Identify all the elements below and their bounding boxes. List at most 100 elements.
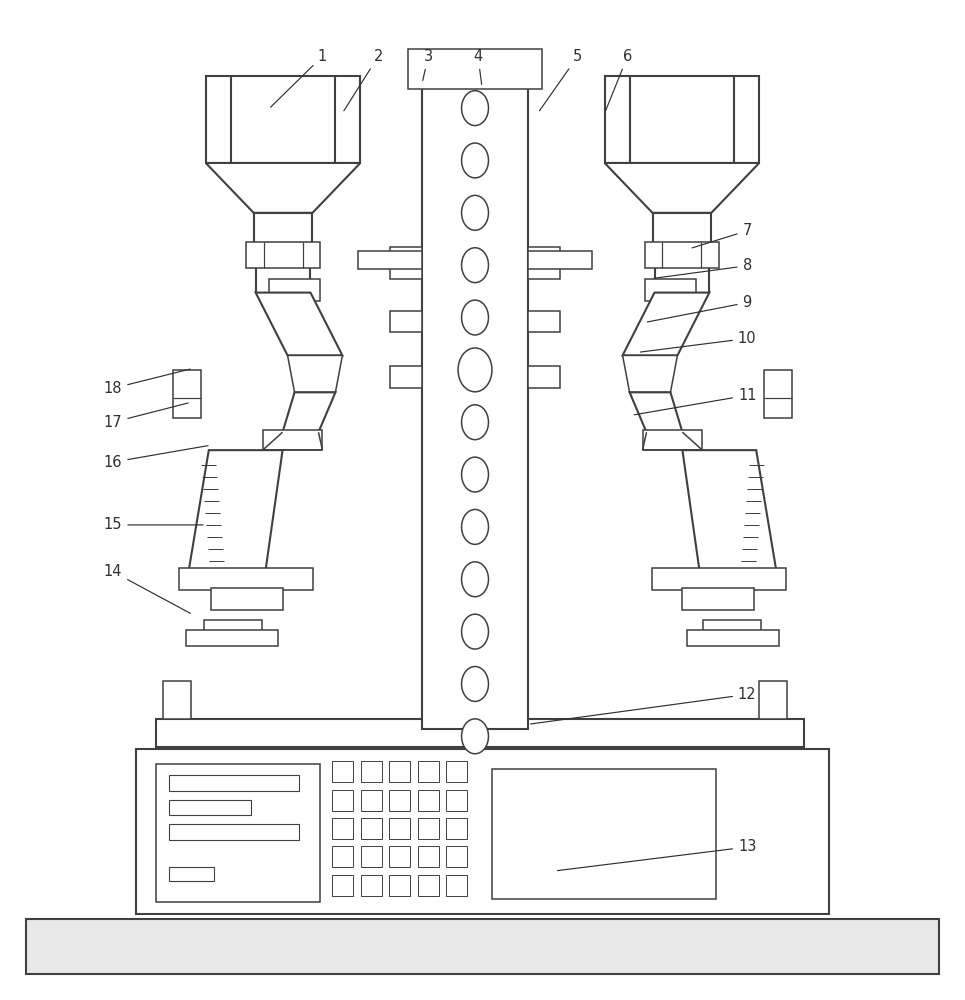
Bar — [408, 49, 541, 89]
Bar — [643, 430, 703, 450]
Bar — [528, 247, 560, 279]
Bar — [446, 846, 467, 867]
Bar — [389, 846, 410, 867]
Bar — [169, 824, 298, 840]
Bar — [446, 875, 467, 896]
Ellipse shape — [461, 195, 488, 230]
Polygon shape — [256, 293, 343, 355]
Text: 4: 4 — [474, 49, 482, 84]
Text: 6: 6 — [606, 49, 632, 111]
Polygon shape — [682, 450, 776, 570]
Bar — [361, 846, 382, 867]
Text: 17: 17 — [104, 403, 188, 430]
Bar — [418, 761, 439, 782]
Bar — [361, 761, 382, 782]
Bar — [528, 251, 592, 269]
Bar — [390, 366, 422, 388]
Bar — [446, 790, 467, 811]
Bar — [682, 588, 755, 610]
Ellipse shape — [461, 300, 488, 335]
Text: 2: 2 — [344, 49, 383, 111]
Bar — [332, 875, 353, 896]
Ellipse shape — [461, 91, 488, 126]
Text: 1: 1 — [270, 49, 327, 107]
Polygon shape — [605, 163, 759, 213]
Bar — [361, 875, 382, 896]
Bar — [332, 761, 353, 782]
Ellipse shape — [461, 719, 488, 754]
Bar — [652, 213, 711, 243]
Text: 13: 13 — [558, 839, 757, 871]
Text: 3: 3 — [423, 49, 432, 80]
Bar — [163, 681, 191, 719]
Polygon shape — [189, 450, 283, 570]
Bar — [759, 681, 787, 719]
Text: 7: 7 — [692, 223, 752, 248]
Bar — [361, 790, 382, 811]
Bar — [332, 790, 353, 811]
Text: 10: 10 — [641, 331, 757, 352]
Bar — [389, 875, 410, 896]
Text: 12: 12 — [531, 687, 757, 724]
Bar — [389, 818, 410, 839]
Ellipse shape — [461, 562, 488, 597]
Bar — [389, 790, 410, 811]
Bar — [169, 867, 214, 881]
Bar — [136, 749, 829, 914]
Bar — [186, 630, 278, 646]
Bar — [651, 568, 786, 590]
Bar — [418, 818, 439, 839]
Polygon shape — [206, 163, 360, 213]
Text: 9: 9 — [648, 295, 752, 322]
Bar — [418, 790, 439, 811]
Text: 8: 8 — [654, 258, 752, 278]
Polygon shape — [629, 392, 682, 432]
Text: 18: 18 — [104, 369, 190, 396]
Ellipse shape — [461, 509, 488, 544]
Bar — [390, 311, 422, 332]
Bar — [492, 769, 716, 899]
Bar — [156, 764, 320, 902]
Bar — [446, 818, 467, 839]
Text: 15: 15 — [104, 517, 203, 532]
Bar — [358, 251, 422, 269]
Polygon shape — [622, 355, 677, 392]
Bar — [169, 775, 298, 791]
Bar — [528, 311, 560, 332]
Polygon shape — [206, 76, 360, 163]
Bar — [332, 818, 353, 839]
Bar — [418, 875, 439, 896]
Bar — [422, 76, 528, 729]
Ellipse shape — [461, 405, 488, 440]
Bar — [687, 630, 779, 646]
Polygon shape — [605, 76, 759, 163]
Text: 11: 11 — [634, 388, 757, 415]
Bar — [418, 846, 439, 867]
Bar — [204, 620, 262, 632]
Bar — [361, 818, 382, 839]
Bar — [179, 568, 314, 590]
Polygon shape — [283, 392, 336, 432]
Polygon shape — [622, 293, 709, 355]
Bar — [169, 800, 251, 815]
Bar — [645, 279, 697, 301]
Ellipse shape — [461, 667, 488, 701]
Ellipse shape — [461, 457, 488, 492]
Bar — [268, 279, 320, 301]
Text: 14: 14 — [104, 564, 190, 613]
Bar — [764, 370, 792, 418]
Bar — [645, 242, 719, 268]
Bar — [26, 919, 939, 974]
Text: 16: 16 — [104, 446, 208, 470]
Bar — [210, 588, 283, 610]
Bar — [390, 247, 422, 279]
Bar — [389, 761, 410, 782]
Ellipse shape — [461, 614, 488, 649]
Bar — [246, 242, 320, 268]
Ellipse shape — [458, 348, 492, 392]
Bar — [528, 366, 560, 388]
Polygon shape — [288, 355, 343, 392]
Bar — [446, 761, 467, 782]
Bar — [703, 620, 761, 632]
Bar — [156, 719, 804, 747]
